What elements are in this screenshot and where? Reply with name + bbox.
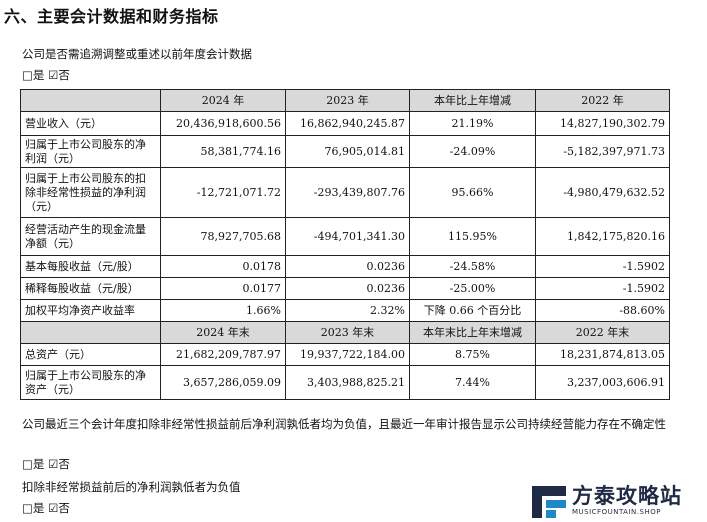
data-cell: 21,682,209,787.97 <box>160 343 286 366</box>
data-cell: -293,439,807.76 <box>285 167 410 218</box>
header-cell: 本年末比上年末增减 <box>409 321 536 344</box>
data-cell: -1.5902 <box>535 255 670 278</box>
data-cell: 95.66% <box>409 167 536 218</box>
data-cell: -1.5902 <box>535 277 670 300</box>
header-cell: 2024 年 <box>160 89 286 112</box>
restate-question: 公司是否需追溯调整或重述以前年度会计数据 <box>22 47 252 61</box>
header-cell <box>20 321 161 344</box>
row-label: 总资产（元） <box>20 343 161 366</box>
data-cell: 19,937,722,184.00 <box>285 343 410 366</box>
data-cell: 3,657,286,059.09 <box>160 365 286 400</box>
data-cell: 下降 0.66 个百分比 <box>409 299 536 322</box>
header-cell: 2022 年末 <box>535 321 670 344</box>
data-cell: 21.19% <box>409 111 536 136</box>
row-label: 稀释每股收益（元/股） <box>20 277 161 300</box>
financial-data-table: 2024 年 2023 年本年比上年增减 2022 年营业收入（元） 20,436,9… <box>20 89 670 400</box>
table-row: 经营活动产生的现金流量净额（元） 78,927,705.68 -494,701,34… <box>20 217 670 256</box>
row-label: 基本每股收益（元/股） <box>20 255 161 278</box>
data-cell: -25.00% <box>409 277 536 300</box>
data-cell: 1,842,175,820.16 <box>535 217 670 256</box>
header-cell: 2024 年末 <box>160 321 286 344</box>
row-label: 营业收入（元） <box>20 111 161 136</box>
row-label: 归属于上市公司股东的扣除非经常性损益的净利润（元） <box>20 167 161 218</box>
header-cell <box>20 89 161 112</box>
net-profit-text: 扣除非经常损益前后的净利润孰低者为负值 <box>22 480 241 494</box>
table-row: 归属于上市公司股东的扣除非经常性损益的净利润（元） -12,721,071.72-… <box>20 167 670 218</box>
data-cell: 115.95% <box>409 217 536 256</box>
row-label: 归属于上市公司股东的净利润（元） <box>20 135 161 168</box>
data-cell: 3,237,003,606.91 <box>535 365 670 400</box>
data-cell: -12,721,071.72 <box>160 167 286 218</box>
data-cell: 76,905,014.81 <box>285 135 410 168</box>
data-cell: 3,403,988,825.21 <box>285 365 410 400</box>
table-row: 归属于上市公司股东的净资产（元） 3,657,286,059.09 3,403,98… <box>20 365 670 400</box>
data-cell: -4,980,479,632.52 <box>535 167 670 218</box>
watermark-logo: 方泰攻略站 MUSICFOUNTAIN.SHOP <box>532 478 692 518</box>
table-header-year-end: 2024 年末 2023 年末 本年末比上年末增减 2022 年末 <box>20 321 670 344</box>
going-concern-text: 公司最近三个会计年度扣除非经常性损益前后净利润孰低者均为负值，且最近一年审计报告… <box>22 417 666 431</box>
row-label: 经营活动产生的现金流量净额（元） <box>20 217 161 256</box>
data-cell: -24.58% <box>409 255 536 278</box>
data-cell: 14,827,190,302.79 <box>535 111 670 136</box>
table-row: 营业收入（元） 20,436,918,600.56 16,862,940,245.8… <box>20 111 670 136</box>
data-cell: 2.32% <box>285 299 410 322</box>
row-label: 加权平均净资产收益率 <box>20 299 161 322</box>
logo-mark-icon <box>532 486 566 518</box>
going-concern-checkbox: □是 ☑否 <box>22 457 70 471</box>
data-cell: 58,381,774.16 <box>160 135 286 168</box>
data-cell: 1.66% <box>160 299 286 322</box>
data-cell: 0.0236 <box>285 277 410 300</box>
table-row: 加权平均净资产收益率 1.66% 2.32% 下降 0.66 个百分比 -88.60% <box>20 299 670 322</box>
data-cell: 7.44% <box>409 365 536 400</box>
table-row: 稀释每股收益（元/股） 0.0177 0.0236 -25.00% -1.5902 <box>20 277 670 300</box>
logo-brand-text: 方泰攻略站 <box>572 484 682 508</box>
header-cell: 2022 年 <box>535 89 670 112</box>
header-cell: 2023 年 <box>285 89 410 112</box>
data-cell: -24.09% <box>409 135 536 168</box>
header-cell: 本年比上年增减 <box>409 89 536 112</box>
header-cell: 2023 年末 <box>285 321 410 344</box>
data-cell: 8.75% <box>409 343 536 366</box>
row-label: 归属于上市公司股东的净资产（元） <box>20 365 161 400</box>
data-cell: 16,862,940,245.87 <box>285 111 410 136</box>
table-row: 基本每股收益（元/股） 0.0178 0.0236 -24.58% -1.5902 <box>20 255 670 278</box>
data-cell: 0.0236 <box>285 255 410 278</box>
data-cell: 18,231,874,813.05 <box>535 343 670 366</box>
table-row: 归属于上市公司股东的净利润（元） 58,381,774.16 76,905,014.… <box>20 135 670 168</box>
data-cell: 0.0177 <box>160 277 286 300</box>
data-cell: -494,701,341.30 <box>285 217 410 256</box>
data-cell: 20,436,918,600.56 <box>160 111 286 136</box>
section-title: 六、主要会计数据和财务指标 <box>4 7 219 26</box>
logo-sub-text: MUSICFOUNTAIN.SHOP <box>572 508 661 516</box>
data-cell: 78,927,705.68 <box>160 217 286 256</box>
table-header-annual: 2024 年 2023 年本年比上年增减 2022 年 <box>20 89 670 112</box>
table-row: 总资产（元） 21,682,209,787.97 19,937,722,184.00… <box>20 343 670 366</box>
restate-checkbox: □是 ☑否 <box>22 68 70 82</box>
data-cell: 0.0178 <box>160 255 286 278</box>
net-profit-checkbox: □是 ☑否 <box>22 501 70 515</box>
data-cell: -5,182,397,971.73 <box>535 135 670 168</box>
data-cell: -88.60% <box>535 299 670 322</box>
